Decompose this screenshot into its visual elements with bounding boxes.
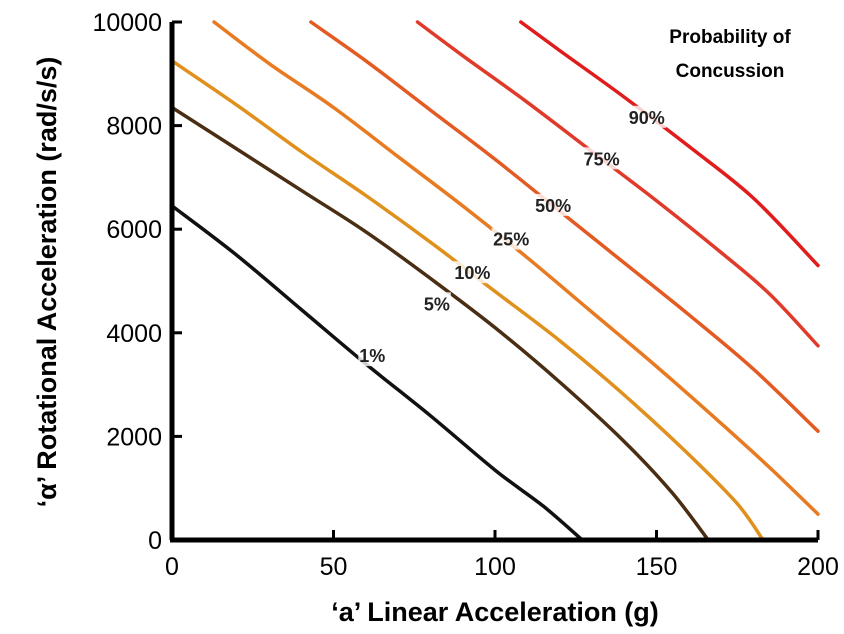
curve-label-bg: [422, 292, 451, 315]
y-tick-label: 2000: [106, 423, 162, 451]
curve-label-bg: [533, 193, 573, 216]
curve-label-75pct: 75%: [584, 149, 620, 169]
curve-label-bg: [452, 261, 492, 284]
curve-50pct: [309, 20, 820, 433]
curve-75pct: [415, 20, 820, 348]
y-ticks: 0 2000 4000 6000 8000 10000: [92, 9, 182, 555]
curves: [170, 20, 820, 542]
curve-label-5pct: 5%: [424, 294, 450, 314]
legend-title-line-2: Concussion: [676, 61, 785, 82]
y-tick-label: 10000: [92, 9, 162, 37]
curve-25pct: [212, 20, 820, 516]
curve-label-bg: [491, 227, 531, 250]
curve-label-bg: [358, 344, 387, 367]
y-tick-label: 0: [148, 527, 162, 555]
curve-90pct: [519, 20, 820, 268]
y-tick-label: 8000: [106, 113, 162, 141]
x-tick-label: 100: [474, 553, 516, 581]
curve-1pct: [170, 204, 584, 542]
curve-label-50pct: 50%: [535, 196, 571, 216]
curve-label-1pct: 1%: [359, 346, 385, 366]
y-axis-title: ‘α’ Rotational Acceleration (rad/s/s): [32, 57, 62, 508]
curve-label-10pct: 10%: [454, 263, 490, 283]
curve-10pct: [170, 59, 765, 542]
curve-label-bg: [627, 105, 667, 128]
x-tick-label: 200: [797, 553, 839, 581]
y-tick-label: 4000: [106, 320, 162, 348]
curve-label-25pct: 25%: [493, 230, 529, 250]
x-tick-label: 0: [165, 553, 179, 581]
curve-labels: 1% 5%10%25% 50% 75% 90%: [358, 105, 667, 367]
x-tick-label: 50: [320, 553, 348, 581]
curve-5pct: [170, 105, 710, 542]
x-axis-title: ‘a’ Linear Acceleration (g): [331, 597, 659, 627]
curve-label-90pct: 90%: [629, 108, 665, 128]
legend-title-line-1: Probability of: [669, 27, 791, 48]
x-tick-label: 150: [636, 553, 678, 581]
curve-label-bg: [582, 147, 622, 170]
x-ticks: 0 50 100 150 200: [165, 530, 839, 581]
y-tick-label: 6000: [106, 216, 162, 244]
